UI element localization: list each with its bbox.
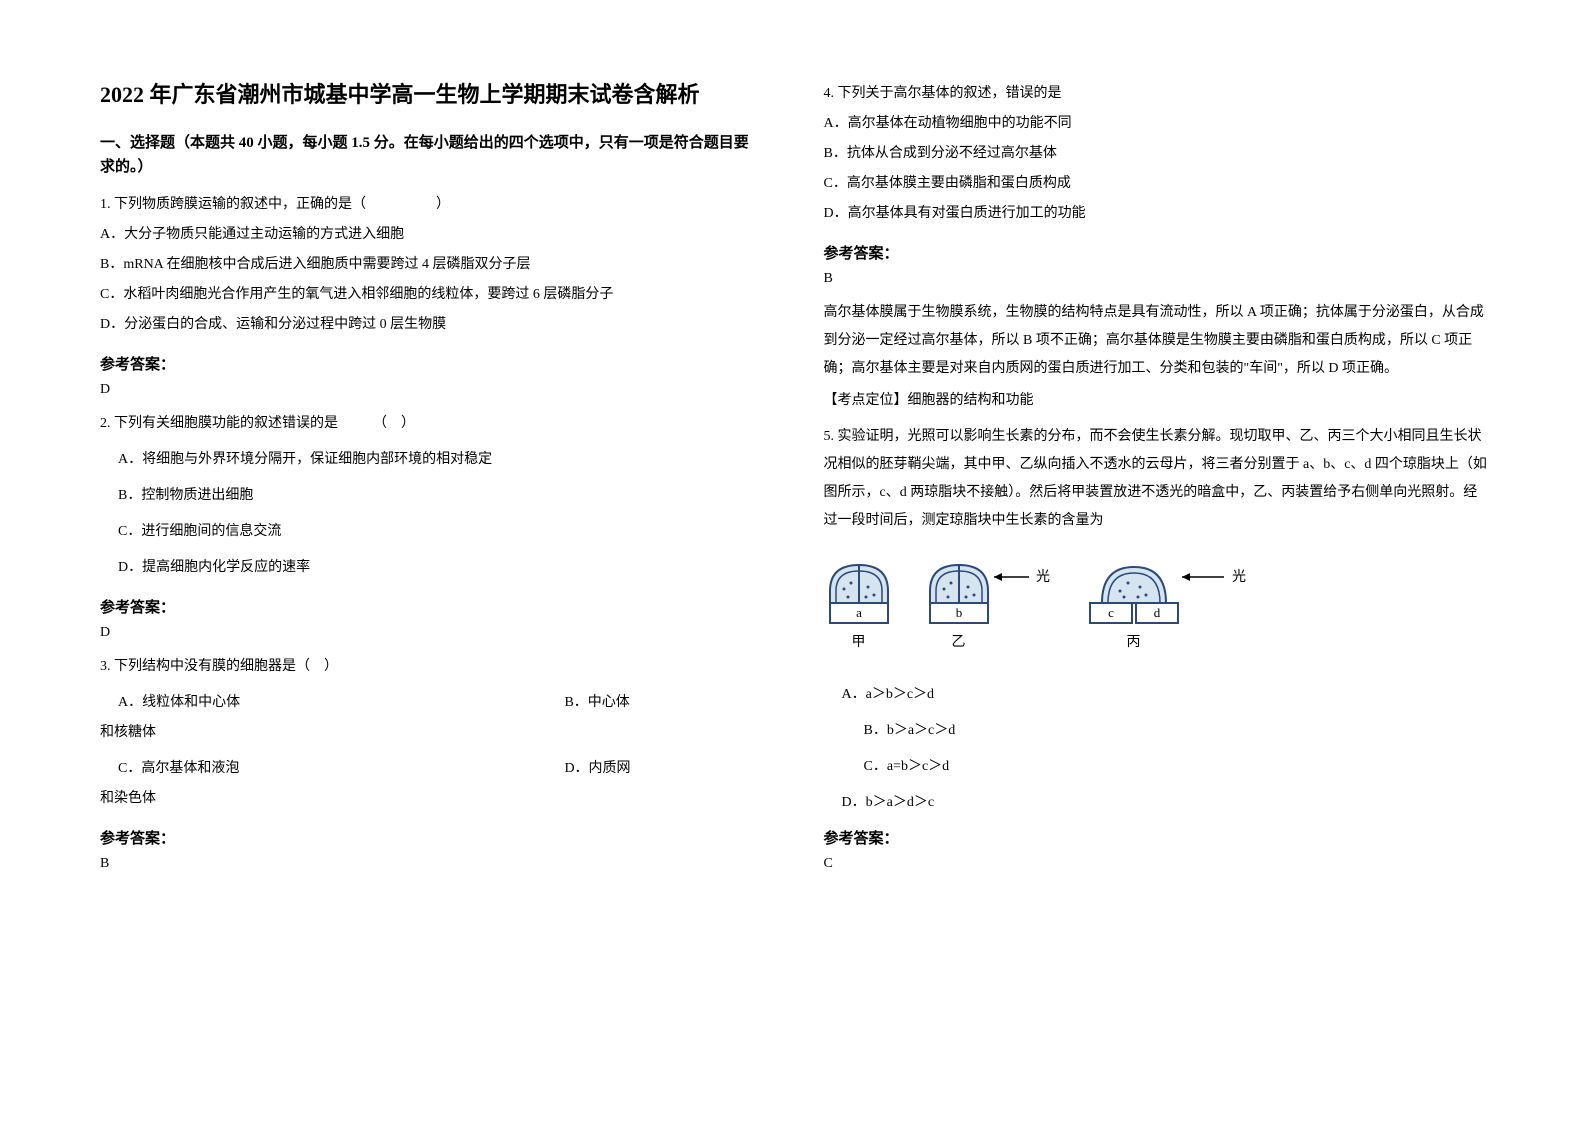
q5-text: 5. 实验证明，光照可以影响生长素的分布，而不会使生长素分解。现切取甲、乙、丙三…: [824, 423, 1488, 535]
diagram-label-d: d: [1153, 605, 1160, 620]
q4-option-b: B．抗体从合成到分泌不经过高尔基体: [824, 140, 1488, 168]
q4-answer: B: [824, 271, 1488, 287]
q2-option-c: C．进行细胞间的信息交流: [100, 518, 764, 546]
diagram-jia: a 甲: [824, 557, 894, 651]
question-4: 4. 下列关于高尔基体的叙述，错误的是 A．高尔基体在动植物细胞中的功能不同 B…: [824, 80, 1488, 230]
q3-option-b-cont: 和核糖体: [100, 719, 764, 747]
diagram-bing: c d 光 丙: [1084, 557, 1254, 651]
q5-option-b: B．b＞a＞c＞d: [824, 717, 1488, 745]
left-column: 2022 年广东省潮州市城基中学高一生物上学期期末试卷含解析 一、选择题（本题共…: [100, 80, 764, 1042]
diagram-label-a: a: [856, 605, 862, 620]
diagram-bing-label: 丙: [1127, 631, 1141, 651]
q3-answer-label: 参考答案：: [100, 827, 764, 848]
q4-option-a: A．高尔基体在动植物细胞中的功能不同: [824, 110, 1488, 138]
q3-answer: B: [100, 856, 764, 872]
diagram-yi-label: 乙: [952, 631, 966, 651]
question-5: 5. 实验证明，光照可以影响生长素的分布，而不会使生长素分解。现切取甲、乙、丙三…: [824, 423, 1488, 537]
q3-option-a: A．线粒体和中心体: [100, 689, 564, 717]
q4-option-c: C．高尔基体膜主要由磷脂和蛋白质构成: [824, 170, 1488, 198]
question-1: 1. 下列物质跨膜运输的叙述中，正确的是（ ） A．大分子物质只能通过主动运输的…: [100, 191, 764, 341]
q1-answer: D: [100, 382, 764, 398]
q2-option-d: D．提高细胞内化学反应的速率: [100, 554, 764, 582]
q4-option-d: D．高尔基体具有对蛋白质进行加工的功能: [824, 200, 1488, 228]
q3-option-d-cont: 和染色体: [100, 785, 764, 813]
q2-text: 2. 下列有关细胞膜功能的叙述错误的是 （ ）: [100, 410, 764, 438]
q5-option-a: A．a＞b＞c＞d: [824, 681, 1488, 709]
q1-text: 1. 下列物质跨膜运输的叙述中，正确的是（ ）: [100, 191, 764, 219]
diagram-label-c: c: [1108, 605, 1114, 620]
section-header: 一、选择题（本题共 40 小题，每小题 1.5 分。在每小题给出的四个选项中，只…: [100, 131, 764, 179]
right-column: 4. 下列关于高尔基体的叙述，错误的是 A．高尔基体在动植物细胞中的功能不同 B…: [824, 80, 1488, 1042]
q3-option-c: C．高尔基体和液泡: [100, 755, 564, 783]
q1-answer-label: 参考答案：: [100, 353, 764, 374]
diagram-label-b: b: [955, 605, 962, 620]
q3-option-d: D．内质网: [564, 755, 763, 783]
diagram-light-bing: 光: [1232, 569, 1246, 585]
q2-option-a: A．将细胞与外界环境分隔开，保证细胞内部环境的相对稳定: [100, 446, 764, 474]
q5-option-c: C．a=b＞c＞d: [824, 753, 1488, 781]
diagram-yi-svg: b 光: [924, 557, 1054, 627]
q1-option-b: B．mRNA 在细胞核中合成后进入细胞质中需要跨过 4 层磷脂双分子层: [100, 251, 764, 279]
q5-option-d: D．b＞a＞d＞c: [824, 789, 1488, 817]
q1-option-c: C．水稻叶肉细胞光合作用产生的氧气进入相邻细胞的线粒体，要跨过 6 层磷脂分子: [100, 281, 764, 309]
document-title: 2022 年广东省潮州市城基中学高一生物上学期期末试卷含解析: [100, 80, 764, 111]
q4-text: 4. 下列关于高尔基体的叙述，错误的是: [824, 80, 1488, 108]
question-3: 3. 下列结构中没有膜的细胞器是（ ） A．线粒体和中心体 B．中心体 和核糖体…: [100, 653, 764, 815]
q1-option-d: D．分泌蛋白的合成、运输和分泌过程中跨过 0 层生物膜: [100, 311, 764, 339]
q1-option-a: A．大分子物质只能通过主动运输的方式进入细胞: [100, 221, 764, 249]
q2-answer: D: [100, 625, 764, 641]
diagram-bing-svg: c d 光: [1084, 557, 1254, 627]
q2-answer-label: 参考答案：: [100, 596, 764, 617]
q4-explanation: 高尔基体膜属于生物膜系统，生物膜的结构特点是具有流动性，所以 A 项正确；抗体属…: [824, 299, 1488, 383]
diagram-jia-svg: a: [824, 557, 894, 627]
q4-answer-label: 参考答案：: [824, 242, 1488, 263]
q5-answer-label: 参考答案：: [824, 827, 1488, 848]
diagram-jia-label: 甲: [852, 631, 866, 651]
q5-diagram: a 甲 b 光 乙: [824, 557, 1488, 651]
q3-text: 3. 下列结构中没有膜的细胞器是（ ）: [100, 653, 764, 681]
q2-option-b: B．控制物质进出细胞: [100, 482, 764, 510]
question-2: 2. 下列有关细胞膜功能的叙述错误的是 （ ） A．将细胞与外界环境分隔开，保证…: [100, 410, 764, 584]
q4-topic: 【考点定位】细胞器的结构和功能: [824, 387, 1488, 415]
diagram-yi: b 光 乙: [924, 557, 1054, 651]
diagram-light-yi: 光: [1036, 569, 1050, 585]
q5-answer: C: [824, 856, 1488, 872]
q3-option-b: B．中心体: [564, 689, 763, 717]
